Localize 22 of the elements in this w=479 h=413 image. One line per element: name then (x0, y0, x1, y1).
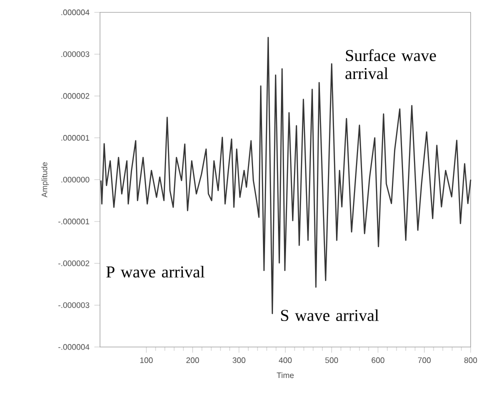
y-tick-label: .000003 (61, 51, 90, 58)
x-tick-label: 700 (418, 357, 431, 364)
x-tick-label: 800 (464, 357, 478, 364)
y-tick-label: -.000001 (58, 218, 90, 224)
y-tick-label: .000001 (61, 135, 90, 141)
x-tick-label: 500 (325, 357, 338, 364)
x-tick-label: 600 (372, 357, 384, 364)
annotation: Surface wave arrival (345, 49, 436, 80)
y-tick-label: -.000003 (58, 302, 90, 308)
x-axis-title: Time (276, 372, 294, 378)
x-tick-label: 100 (140, 357, 153, 364)
y-tick-label: .000004 (61, 10, 90, 16)
y-axis-title: Amplitude (41, 162, 49, 198)
y-tick-label: -.000002 (58, 260, 90, 266)
y-tick-label: .000000 (61, 176, 90, 182)
x-tick-label: 400 (278, 357, 292, 364)
y-tick-label: -.000004 (58, 344, 90, 350)
annotation: P wave arrival (106, 266, 205, 278)
x-tick-label: 200 (186, 357, 200, 364)
y-tick-label: .000002 (61, 93, 90, 99)
x-tick-label: 300 (232, 357, 246, 364)
annotation: S wave arrival (281, 309, 379, 322)
